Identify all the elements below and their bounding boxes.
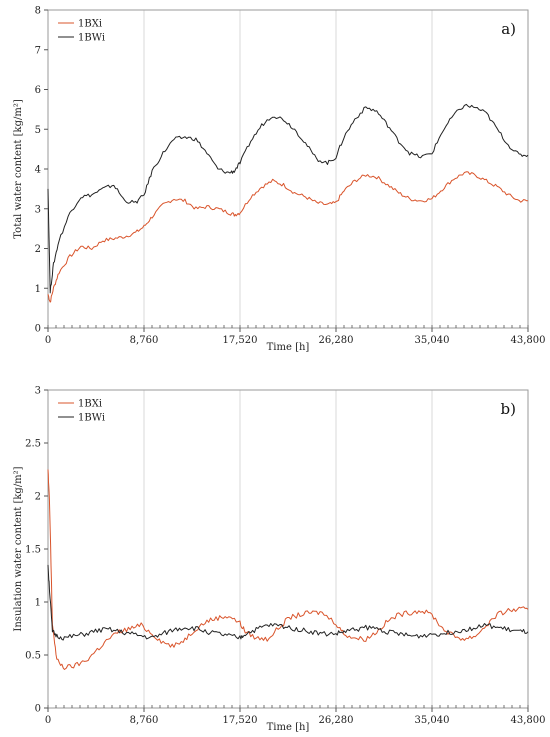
chart2-y-tick-label: 1.5 bbox=[25, 545, 41, 556]
chart1-x-tick-label: 35,040 bbox=[415, 335, 450, 346]
chart2-series-line-1BWi bbox=[47, 564, 529, 641]
chart1-plot-frame bbox=[47, 9, 529, 329]
chart1-series-line-1BXi bbox=[47, 171, 529, 303]
chart1-y-tick-label: 8 bbox=[35, 6, 41, 17]
chart1-y-tick-label: 2 bbox=[35, 244, 41, 255]
chart1-x-axis-label: Time [h] bbox=[267, 342, 310, 353]
chart2-y-tick-label: 2.5 bbox=[25, 439, 41, 450]
chart1-y-tick-label: 6 bbox=[35, 85, 41, 96]
chart2-legend-label-1BXi: 1BXi bbox=[78, 399, 102, 410]
chart2-x-tick-label: 35,040 bbox=[415, 715, 450, 726]
chart-total-water-content: 0 1 2 3 4 5 6 7 8 0 8,760 17,520 26,280 35,040 43,800 T… bbox=[13, 6, 546, 354]
chart1-x-tick-label: 0 bbox=[45, 335, 51, 346]
chart-insulation-water-content: 0 0.5 1 1.5 2 2.5 3 0 8,760 17,520 26,280 35,040 43,… bbox=[13, 386, 546, 734]
chart2-x-tick-label: 8,760 bbox=[130, 715, 159, 726]
chart1-panel-label: a) bbox=[501, 20, 516, 38]
chart1-y-tick-label: 0 bbox=[35, 324, 41, 335]
chart1-x-tick-label: 17,520 bbox=[223, 335, 258, 346]
chart1-y-axis-label: Total water content [kg/m²] bbox=[13, 99, 24, 239]
chart1-series-line-1BWi bbox=[47, 103, 529, 294]
chart1-y-tick-label: 3 bbox=[35, 204, 41, 215]
chart2-series-line-1BXi bbox=[47, 469, 529, 670]
chart2-y-tick-label: 3 bbox=[35, 386, 41, 397]
chart1-y-tick-label: 4 bbox=[35, 165, 41, 176]
chart2-plot-frame bbox=[47, 389, 529, 709]
chart2-y-axis-label: Insulation water content [kg/m²] bbox=[13, 466, 24, 631]
chart1-x-tick-label: 26,280 bbox=[319, 335, 354, 346]
chart1-y-tick-label: 7 bbox=[35, 45, 41, 56]
chart2-x-tick-label: 26,280 bbox=[319, 715, 354, 726]
chart1-x-tick-label: 8,760 bbox=[130, 335, 159, 346]
chart2-y-tick-label: 2 bbox=[35, 492, 41, 503]
chart1-legend-label-1BXi: 1BXi bbox=[78, 19, 102, 30]
chart2-y-tick-label: 1 bbox=[35, 598, 41, 609]
chart1-legend-label-1BWi: 1BWi bbox=[78, 33, 105, 44]
chart2-x-axis-label: Time [h] bbox=[267, 722, 310, 733]
chart1-y-tick-label: 5 bbox=[35, 125, 41, 136]
chart2-x-tick-label: 17,520 bbox=[223, 715, 258, 726]
chart2-y-tick-label: 0.5 bbox=[25, 651, 41, 662]
chart2-legend-label-1BWi: 1BWi bbox=[78, 413, 105, 424]
chart2-x-tick-label: 43,800 bbox=[511, 715, 546, 726]
chart1-y-tick-label: 1 bbox=[35, 284, 41, 295]
chart1-x-tick-label: 43,800 bbox=[511, 335, 546, 346]
chart2-y-tick-label: 0 bbox=[35, 704, 41, 715]
chart2-panel-label: b) bbox=[501, 400, 516, 418]
chart2-x-tick-label: 0 bbox=[45, 715, 51, 726]
